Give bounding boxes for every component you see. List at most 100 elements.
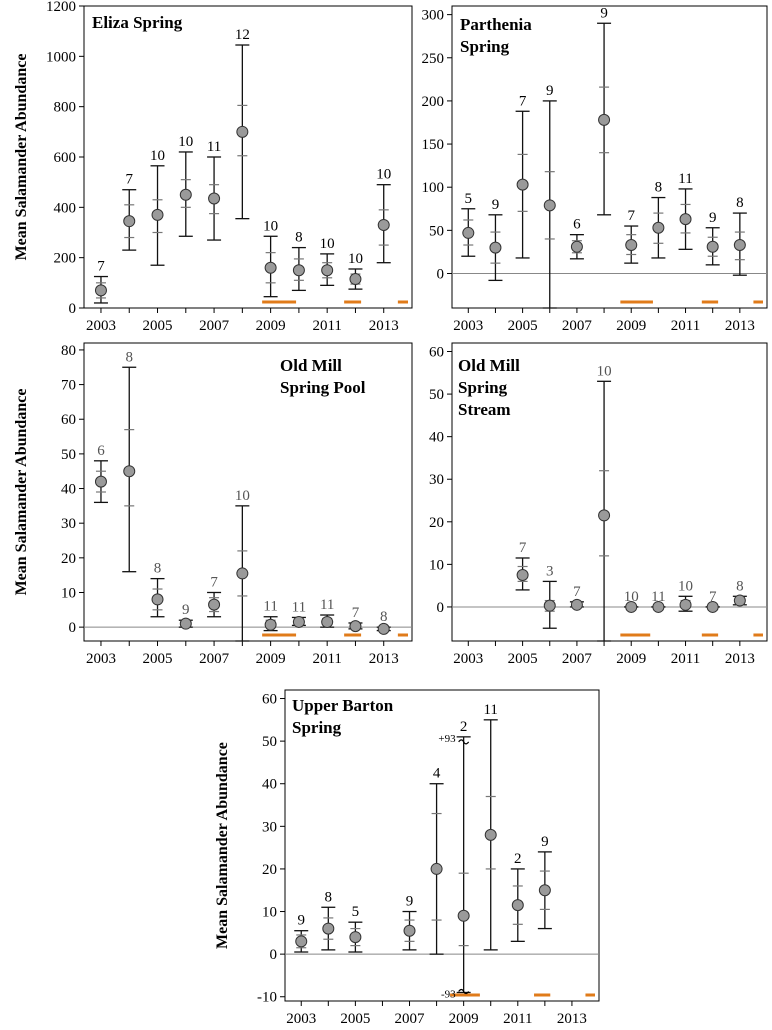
mean-point bbox=[570, 598, 583, 611]
mean-point bbox=[264, 261, 277, 274]
panel-title-line: Spring bbox=[460, 37, 510, 56]
mean-point bbox=[652, 221, 665, 234]
sample-size-label: 8 bbox=[736, 195, 744, 211]
sample-size-label: 9 bbox=[182, 602, 190, 618]
plot-frame bbox=[451, 5, 768, 309]
sample-size-label: 9 bbox=[492, 197, 500, 213]
y-tick-label: 0 bbox=[270, 947, 278, 963]
data-point-group: 2 +93 -93 bbox=[438, 719, 471, 1000]
mean-point bbox=[123, 215, 136, 228]
panel-upper-barton-spring: -10 0 10 20 30 40 50 60 2003 2005 2007 2009 2011 2013… bbox=[214, 689, 600, 1027]
x-tick-label: 2005 bbox=[143, 318, 173, 334]
mean-point bbox=[484, 828, 497, 841]
x-tick-label: 2007 bbox=[199, 318, 230, 334]
y-tick-label: 0 bbox=[69, 620, 77, 636]
mean-point bbox=[733, 239, 746, 252]
data-point-group: 8 bbox=[321, 889, 336, 951]
mean-point bbox=[236, 125, 249, 138]
data-point-group: 10 bbox=[235, 488, 250, 642]
sample-size-label: 7 bbox=[519, 540, 527, 556]
data-point-group: 10 bbox=[263, 218, 278, 298]
x-tick-label: 2003 bbox=[86, 651, 116, 667]
data-point-group: 11 bbox=[263, 599, 278, 632]
data-point-group: 7 bbox=[624, 208, 639, 264]
mean-point bbox=[321, 615, 334, 628]
data-point-group: 7 bbox=[93, 259, 108, 304]
mean-point bbox=[733, 594, 746, 607]
y-tick-label: 0 bbox=[437, 266, 445, 282]
data-point-group: 5 bbox=[348, 904, 363, 953]
axis-break-mark bbox=[458, 739, 470, 745]
sample-size-label: 10 bbox=[178, 134, 193, 150]
panel-title-line: Spring Pool bbox=[280, 378, 366, 397]
data-point-group: 9 bbox=[537, 834, 552, 930]
panel-title-line: Old Mill bbox=[280, 356, 342, 375]
mean-point bbox=[179, 617, 192, 630]
mean-point bbox=[598, 113, 611, 126]
mean-point bbox=[489, 241, 502, 254]
panel-old-mill-spring-stream: 0 10 20 30 40 50 60 2003 2005 2007 2009 2011 2013 Old… bbox=[429, 342, 768, 667]
mean-point bbox=[377, 218, 390, 231]
data-point-group: 7 bbox=[207, 574, 222, 618]
x-tick-label: 2013 bbox=[557, 1011, 587, 1027]
sample-size-label: 7 bbox=[97, 259, 105, 275]
panel-title-line: Eliza Spring bbox=[92, 13, 183, 32]
x-tick-label: 2007 bbox=[562, 651, 593, 667]
sample-size-label: 2 bbox=[460, 719, 468, 735]
mean-point bbox=[322, 922, 335, 935]
y-tick-label: 50 bbox=[262, 734, 277, 750]
x-tick-label: 2003 bbox=[286, 1011, 316, 1027]
sample-size-label: 10 bbox=[348, 251, 363, 267]
data-point-group: 11 bbox=[207, 139, 221, 241]
mean-point bbox=[208, 192, 221, 205]
data-point-group: 11 bbox=[320, 597, 334, 628]
mean-point bbox=[462, 226, 475, 239]
panel-title-line: Parthenia bbox=[460, 15, 532, 34]
y-tick-label: 0 bbox=[437, 600, 445, 616]
sample-size-label: 6 bbox=[573, 217, 581, 233]
x-tick-label: 2009 bbox=[616, 651, 646, 667]
sample-size-label: 2 bbox=[514, 851, 522, 867]
data-point-group: 10 bbox=[150, 148, 165, 266]
x-tick-label: 2013 bbox=[725, 651, 755, 667]
data-point-group: 11 bbox=[483, 702, 498, 951]
y-tick-label: 600 bbox=[54, 150, 77, 166]
data-point-group: 4 bbox=[429, 766, 444, 955]
x-tick-label: 2007 bbox=[199, 651, 230, 667]
mean-point bbox=[457, 909, 470, 922]
mean-point bbox=[236, 567, 249, 580]
y-tick-label: 20 bbox=[429, 515, 444, 531]
y-tick-label: 800 bbox=[54, 100, 77, 116]
y-axis-label: Mean Salamander Abundance bbox=[13, 389, 30, 596]
sample-size-label: 7 bbox=[709, 589, 717, 605]
data-point-group: 11 bbox=[651, 589, 666, 613]
y-tick-label: 100 bbox=[422, 180, 445, 196]
mean-point bbox=[706, 240, 719, 253]
mean-point bbox=[349, 931, 362, 944]
sample-size-label: 10 bbox=[235, 488, 250, 504]
plot-frame bbox=[284, 689, 600, 1002]
data-point-group: 9 bbox=[705, 210, 720, 266]
sample-size-label: 7 bbox=[125, 172, 133, 188]
mean-point bbox=[292, 264, 305, 277]
sample-size-label: 7 bbox=[627, 208, 635, 224]
data-point-group: 10 bbox=[178, 134, 193, 237]
data-point-group: 7 bbox=[515, 540, 530, 591]
data-point-group: 8 bbox=[291, 230, 306, 292]
sample-size-label: 11 bbox=[263, 599, 277, 615]
mean-point bbox=[516, 569, 529, 582]
sample-size-label: 10 bbox=[624, 589, 639, 605]
mean-point bbox=[349, 620, 362, 633]
sample-size-label: 7 bbox=[352, 605, 360, 621]
sample-size-label: 8 bbox=[125, 349, 133, 365]
x-tick-label: 2003 bbox=[453, 651, 483, 667]
data-point-group: 7 bbox=[705, 589, 720, 613]
data-point-group: 9 bbox=[294, 913, 309, 953]
sample-size-label: 9 bbox=[541, 834, 549, 850]
sample-size-label: 11 bbox=[292, 599, 306, 615]
data-point-group: 8 bbox=[651, 180, 666, 259]
sample-size-label: 8 bbox=[295, 230, 303, 246]
data-point-group: 9 bbox=[178, 602, 193, 630]
sample-size-label: 4 bbox=[433, 766, 441, 782]
